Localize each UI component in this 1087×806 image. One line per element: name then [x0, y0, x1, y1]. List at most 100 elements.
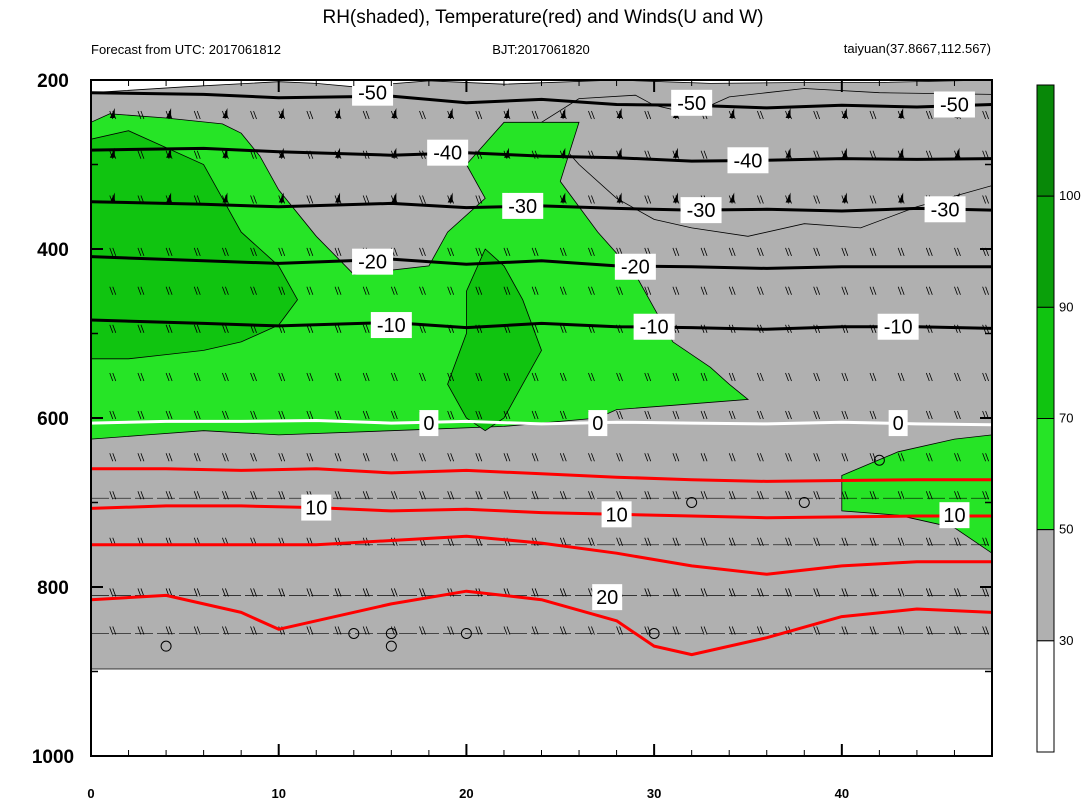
wind-barb — [334, 247, 342, 257]
wind-barb — [559, 491, 567, 500]
wind-barb — [559, 626, 567, 635]
wind-barb — [897, 626, 905, 635]
wind-barb — [193, 372, 201, 382]
wind-barb — [503, 626, 511, 635]
wind-barb-flag — [729, 192, 735, 203]
wind-barb — [306, 247, 314, 257]
x-tick-label: 10 — [271, 786, 285, 801]
wind-barb — [644, 410, 652, 420]
wind-barb — [644, 588, 652, 597]
colorbar-label: 30 — [1059, 633, 1073, 648]
wind-barb — [813, 372, 821, 382]
wind-barb-flag — [278, 192, 284, 203]
wind-barb — [447, 372, 455, 382]
wind-barb — [869, 537, 877, 546]
wind-barb — [447, 410, 455, 420]
wind-barb-flag — [898, 147, 904, 158]
wind-barb — [644, 372, 652, 382]
wind-barb — [841, 286, 849, 295]
calm-circle-6 — [686, 497, 698, 508]
wind-barb — [841, 247, 849, 257]
wind-barb — [109, 626, 117, 635]
y-tick-label: 200 — [37, 71, 69, 92]
wind-barb — [278, 286, 286, 295]
wind-barb — [362, 110, 370, 120]
wind-barb — [897, 537, 905, 546]
wind-barb — [362, 626, 370, 635]
wind-barb — [869, 588, 877, 597]
wind-barb — [925, 286, 933, 295]
temperature-label-13: 0 — [419, 410, 439, 437]
temperature-label-box — [352, 80, 394, 106]
wind-barb — [193, 286, 201, 295]
wind-barb — [672, 588, 680, 597]
wind-barb — [306, 372, 314, 382]
wind-barb — [362, 195, 370, 204]
temperature-label-text: -20 — [358, 252, 387, 274]
wind-barb — [362, 372, 370, 382]
wind-barb — [278, 588, 286, 597]
wind-barb — [109, 491, 117, 500]
wind-barb — [165, 372, 173, 382]
wind-barb — [193, 410, 201, 420]
wind-barb — [588, 491, 595, 500]
wind-barb-flag — [560, 108, 566, 119]
wind-barb — [559, 410, 567, 420]
wind-barb — [728, 453, 736, 462]
wind-barb — [419, 491, 426, 500]
wind-barb — [841, 410, 849, 420]
wind-barb — [390, 410, 398, 420]
calm-circle-5 — [648, 627, 660, 639]
wind-barb — [869, 110, 877, 120]
wind-barb — [222, 453, 229, 462]
wind-barb — [982, 626, 989, 635]
wind-barb — [897, 286, 905, 295]
temperature-label-text: 0 — [592, 413, 603, 435]
wind-barb — [222, 588, 229, 597]
temperature-label-box — [680, 197, 722, 224]
wind-barb — [334, 410, 342, 420]
wind-barb — [897, 453, 905, 462]
wind-barb — [756, 247, 764, 257]
wind-barb — [616, 453, 623, 462]
temperature-label-box — [588, 410, 608, 437]
wind-barb — [390, 286, 398, 295]
calm-wind-circles — [160, 454, 885, 652]
colorbar-label: 70 — [1059, 411, 1073, 426]
temperature-label-14: 0 — [588, 410, 608, 437]
temperature-label-text: -10 — [640, 317, 669, 339]
wind-barb — [447, 491, 455, 500]
wind-barb — [419, 286, 426, 295]
wind-barb — [222, 286, 229, 295]
wind-barb — [109, 410, 117, 420]
wind-barb — [250, 110, 257, 120]
temperature-contour--10-4 — [91, 318, 992, 331]
temperature-label-text: 10 — [605, 504, 627, 526]
temperature-label-9: -20 — [614, 253, 656, 280]
temperature-label-text: -10 — [377, 315, 406, 337]
wind-barb — [390, 588, 398, 597]
wind-barb — [616, 372, 623, 382]
calm-circle-8 — [873, 454, 885, 466]
wind-barb — [982, 588, 989, 597]
wind-barb — [278, 410, 286, 420]
wind-barb — [531, 410, 539, 420]
wind-barb — [728, 588, 736, 597]
temperature-label-text: 0 — [893, 413, 904, 435]
wind-barb — [222, 372, 229, 382]
wind-barb — [390, 491, 398, 500]
temperature-contour-10-7 — [91, 504, 992, 520]
wind-barb — [362, 324, 370, 333]
wind-barb — [362, 588, 370, 597]
wind-barb — [531, 324, 539, 333]
wind-barb — [756, 286, 764, 295]
calm-circle-1 — [348, 627, 360, 639]
wind-barb — [250, 588, 257, 597]
wind-barb-flag — [785, 147, 791, 158]
wind-barb — [728, 286, 736, 295]
wind-barb — [419, 626, 426, 635]
wind-barb — [250, 372, 257, 382]
temperature-label-box — [352, 248, 394, 275]
wind-barb — [897, 247, 905, 257]
wind-barb — [897, 372, 905, 382]
